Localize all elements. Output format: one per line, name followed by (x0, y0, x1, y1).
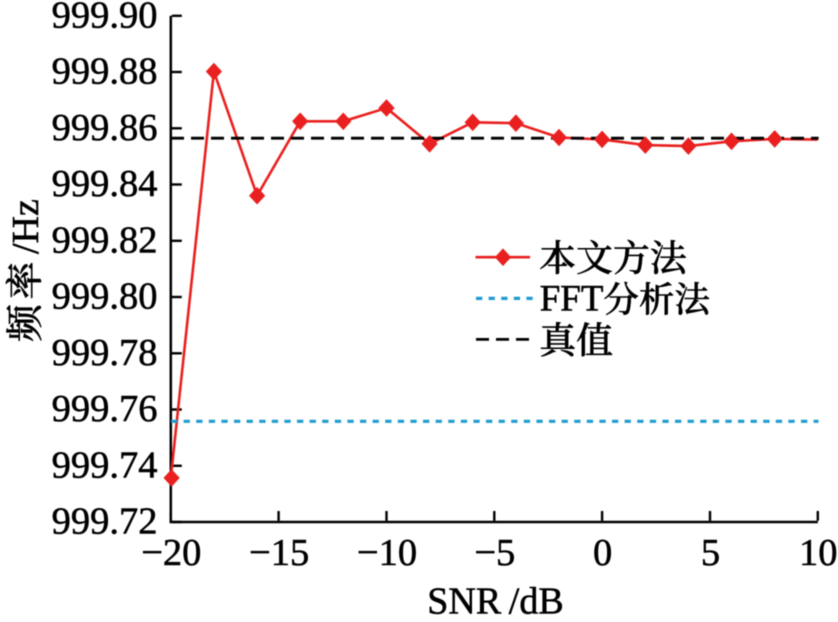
svg-text:5: 5 (701, 532, 720, 574)
svg-text:999.88: 999.88 (52, 51, 158, 93)
svg-text:999.84: 999.84 (52, 163, 158, 205)
svg-text:−10: −10 (357, 532, 417, 574)
svg-text:999.72: 999.72 (52, 501, 158, 543)
svg-text:−15: −15 (249, 532, 309, 574)
svg-text:/Hz: /Hz (5, 199, 47, 254)
svg-text:999.76: 999.76 (52, 388, 158, 430)
svg-text:999.86: 999.86 (52, 107, 158, 149)
svg-text:0: 0 (593, 532, 612, 574)
svg-text:−20: −20 (141, 532, 201, 574)
svg-text:−5: −5 (474, 532, 515, 574)
svg-text:FFT: FFT (540, 278, 604, 319)
svg-text:10: 10 (799, 532, 838, 574)
svg-text:999.90: 999.90 (52, 0, 158, 36)
svg-text:999.78: 999.78 (52, 332, 158, 374)
svg-text:999.82: 999.82 (52, 219, 158, 261)
svg-text:SNR /dB: SNR /dB (427, 581, 563, 618)
svg-text:999.74: 999.74 (52, 444, 158, 486)
svg-text:999.80: 999.80 (52, 276, 158, 318)
